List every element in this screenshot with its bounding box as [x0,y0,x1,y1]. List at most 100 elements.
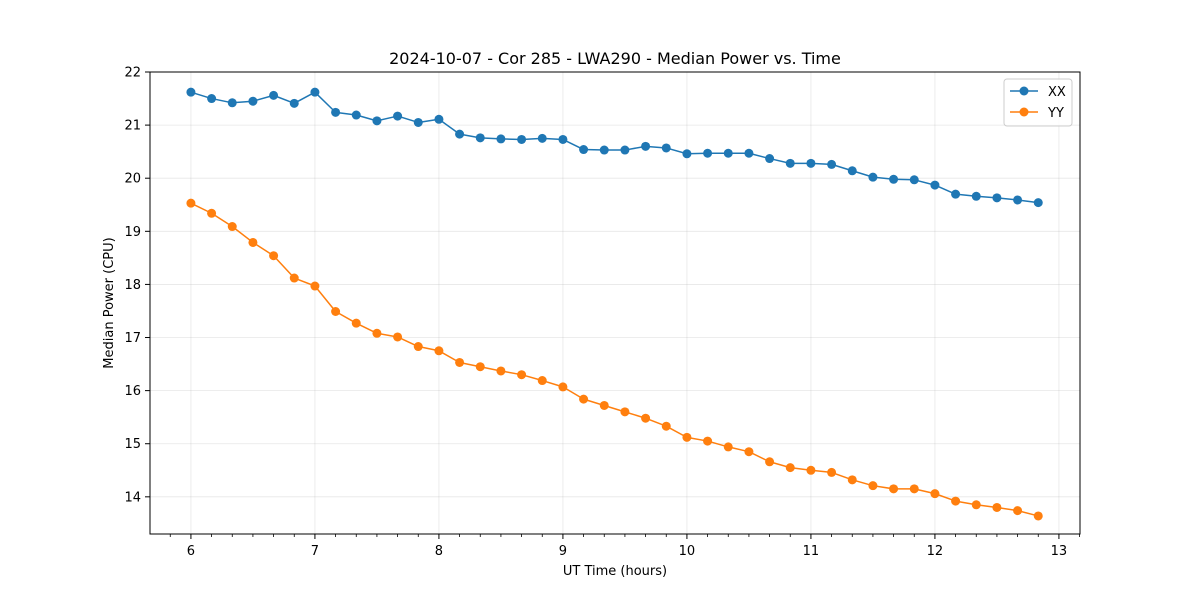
data-point-yy [992,502,1002,512]
data-point-xx [475,133,485,143]
legend-label-xx: XX [1048,85,1066,100]
data-point-yy [351,318,361,328]
data-point-xx [1033,198,1043,208]
data-point-yy [372,328,382,338]
data-point-xx [455,129,465,139]
y-tick-label: 21 [124,119,141,134]
data-point-yy [620,407,630,417]
series-xx [186,87,1043,208]
plot-frame [149,71,1081,535]
data-point-yy [434,346,444,356]
y-tick-label: 14 [124,490,141,505]
data-point-xx [537,133,547,143]
data-point-xx [558,134,568,144]
data-point-yy [827,467,837,477]
data-point-yy [744,447,754,457]
legend-marker-xx [1019,86,1029,96]
data-point-xx [971,191,981,201]
data-point-yy [661,421,671,431]
data-point-xx [889,174,899,184]
data-point-xx [868,172,878,182]
x-tick-label: 9 [559,544,567,559]
x-tick-label: 12 [927,544,944,559]
data-point-xx [951,189,961,199]
data-point-yy [248,237,258,247]
y-axis-label: Median Power (CPU) [102,237,117,368]
data-point-xx [579,145,589,155]
series-line-yy [190,202,1039,517]
data-point-xx [827,159,837,169]
y-tick-label: 16 [124,384,141,399]
data-point-yy [1033,511,1043,521]
data-point-xx [413,117,423,127]
data-point-xx [723,148,733,158]
data-point-xx [682,149,692,159]
x-tick-label: 8 [435,544,443,559]
data-point-yy [971,500,981,510]
series-layer [186,87,1043,521]
data-point-yy [847,475,857,485]
series-line-xx [190,91,1039,204]
x-tick-label: 11 [803,544,820,559]
legend-marker-yy [1019,107,1029,117]
data-point-yy [785,463,795,473]
data-point-xx [641,141,651,151]
axes: 6 7 8 9 10 11 12 13 14 15 16 17 18 19 20 21 22 [124,66,1080,559]
data-point-xx [1013,195,1023,205]
data-point-xx [517,134,527,144]
data-point-yy [682,432,692,442]
data-point-yy [765,457,775,467]
data-point-yy [475,362,485,372]
data-point-xx [806,158,816,168]
data-point-xx [744,148,754,158]
data-point-yy [207,208,217,218]
y-tick-label: 20 [124,172,141,187]
data-point-yy [930,489,940,499]
data-point-xx [351,110,361,120]
data-point-yy [186,198,196,208]
legend-label-yy: YY [1047,106,1064,121]
data-point-xx [434,114,444,124]
data-point-yy [455,357,465,367]
data-point-xx [393,111,403,121]
data-point-xx [765,154,775,164]
data-point-yy [227,222,237,232]
data-point-yy [413,342,423,352]
data-point-yy [289,273,299,283]
data-point-yy [599,400,609,410]
data-point-xx [785,158,795,168]
data-point-xx [227,98,237,108]
data-point-yy [579,394,589,404]
data-point-yy [517,370,527,380]
data-point-yy [310,281,320,291]
data-point-xx [186,87,196,97]
data-point-yy [703,436,713,446]
data-point-yy [393,332,403,342]
data-point-xx [930,180,940,190]
data-point-xx [269,90,279,100]
x-tick-label: 6 [187,544,195,559]
data-point-xx [703,148,713,158]
data-point-xx [207,94,217,104]
x-tick-label: 7 [311,544,319,559]
data-point-yy [641,413,651,423]
data-point-xx [599,145,609,155]
data-point-xx [331,107,341,117]
data-point-xx [248,96,258,106]
data-point-yy [558,382,568,392]
y-tick-label: 17 [124,331,141,346]
data-point-yy [331,307,341,316]
data-point-yy [496,366,506,376]
data-point-xx [847,166,857,176]
data-point-xx [620,145,630,155]
data-point-yy [889,484,899,494]
data-point-yy [806,465,816,475]
data-point-xx [372,116,382,126]
y-tick-label: 22 [124,66,141,81]
data-point-xx [496,134,506,144]
x-axis-label: UT Time (hours) [563,564,667,579]
y-tick-label: 19 [124,225,141,240]
data-point-xx [310,87,320,97]
series-yy [186,198,1043,521]
